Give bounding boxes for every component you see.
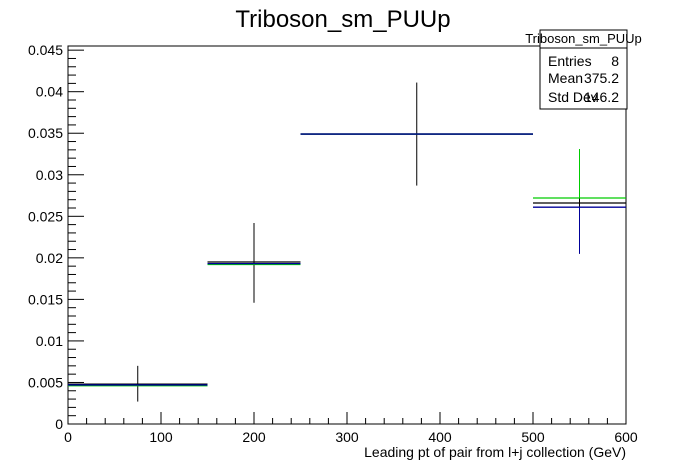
- axes: 0 100 200 300 400 500 600 0 0.005 0.01 0.015 0.02 0.…: [28, 42, 638, 445]
- stats-box-frame: [539, 29, 628, 110]
- y-tick-label: 0.035: [28, 125, 63, 141]
- stats-mean-value: 375.2: [584, 70, 619, 86]
- y-tick-label: 0.02: [36, 250, 63, 266]
- data-marks: [68, 82, 626, 402]
- stats-stddev-value: 146.2: [584, 89, 619, 105]
- y-tick-label: 0.03: [36, 167, 63, 183]
- stats-box-title: Triboson_sm_PUUp: [525, 31, 642, 46]
- chart-title: Triboson_sm_PUUp: [235, 6, 450, 33]
- x-tick-label: 500: [521, 429, 545, 445]
- x-axis-label: Leading pt of pair from l+j collection (…: [364, 444, 626, 460]
- y-tick-label: 0.005: [28, 374, 63, 390]
- stats-entries-value: 8: [611, 53, 619, 69]
- stats-entries-label: Entries: [548, 53, 592, 69]
- x-tick-label: 100: [149, 429, 173, 445]
- y-tick-label: 0.015: [28, 291, 63, 307]
- x-tick-label: 400: [428, 429, 452, 445]
- x-tick-label: 200: [242, 429, 266, 445]
- y-tick-label: 0.01: [36, 333, 63, 349]
- y-tick-label: 0.04: [36, 84, 63, 100]
- x-tick-label: 600: [614, 429, 638, 445]
- x-tick-label: 300: [335, 429, 359, 445]
- stats-mean-label: Mean: [548, 70, 583, 86]
- x-tick-label: 0: [64, 429, 72, 445]
- y-tick-label: 0: [55, 416, 63, 432]
- y-tick-label: 0.025: [28, 208, 63, 224]
- stats-stddev-label: Std Dev: [548, 89, 598, 105]
- stats-box: Triboson_sm_PUUp Entries 8 Mean 375.2 St…: [525, 29, 642, 110]
- y-tick-label: 0.045: [28, 42, 63, 58]
